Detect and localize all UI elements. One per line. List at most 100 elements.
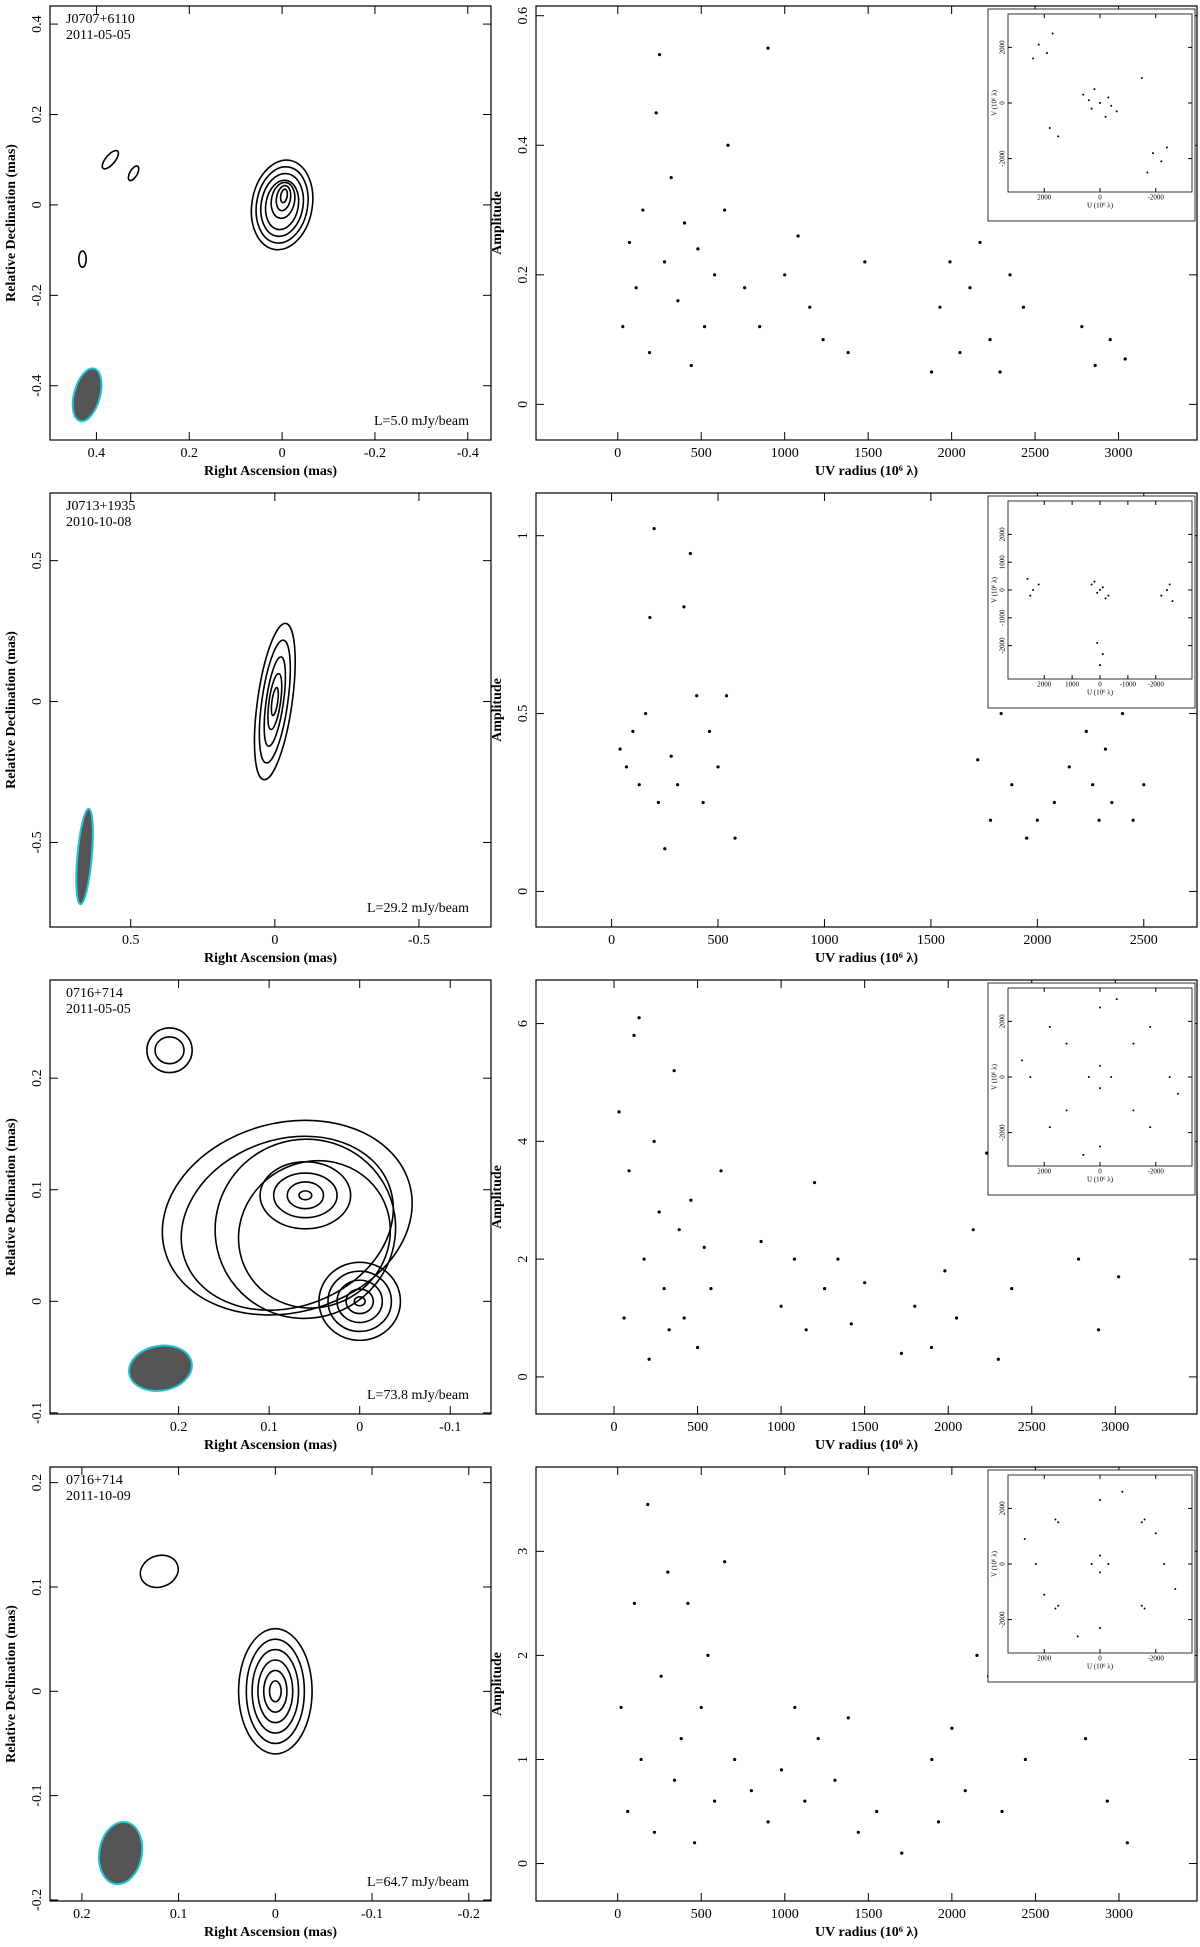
uv-point	[632, 1601, 637, 1605]
uv-point	[659, 1674, 663, 1678]
uv-point	[1093, 580, 1096, 583]
y-axis-label: Amplitude	[490, 1165, 505, 1229]
uv-point	[1025, 836, 1029, 840]
x-tick-label: 500	[691, 1907, 712, 1922]
inset-frame	[1007, 1474, 1193, 1654]
uv-point	[648, 615, 652, 620]
uv-point	[1121, 1490, 1124, 1493]
uv-point	[1010, 783, 1014, 787]
uv-point	[863, 260, 867, 264]
uv-point	[950, 1726, 954, 1730]
uv-point	[699, 1705, 703, 1710]
uv-point	[713, 1799, 717, 1803]
uv-point	[706, 1653, 710, 1657]
x-axis-label: UV radius (10⁶ λ)	[815, 464, 918, 479]
uv-point	[1149, 1025, 1152, 1028]
uv-point	[971, 1228, 975, 1232]
y-tick-label: 2000	[999, 527, 1007, 542]
x-tick-label: 3000	[1101, 1420, 1129, 1435]
uv-point	[627, 1169, 631, 1173]
uv-point	[863, 1281, 867, 1285]
uv-point	[662, 260, 667, 264]
y-tick-label: -2000	[999, 1124, 1007, 1141]
uv-point	[1029, 1076, 1032, 1078]
uv-point	[1057, 135, 1060, 138]
uv-point	[707, 729, 712, 733]
uv-point	[702, 1245, 706, 1249]
uv-point	[1174, 1588, 1177, 1591]
uv-point	[822, 1286, 827, 1291]
uv-point	[688, 551, 692, 556]
x-tick-label: 0.1	[170, 1907, 188, 1922]
x-tick-label: 0	[614, 446, 621, 461]
y-tick-label: 0	[516, 888, 531, 895]
uv-point	[1087, 99, 1090, 102]
contour	[270, 181, 296, 220]
x-tick-label: -2000	[1148, 1655, 1165, 1663]
uv-point	[1143, 1607, 1146, 1610]
y-tick-label: 0	[30, 201, 45, 208]
x-tick-label: 0	[1098, 1655, 1102, 1663]
y-tick-label: 0	[516, 401, 531, 408]
uv-point	[1057, 1521, 1060, 1524]
uv-point	[1149, 1126, 1152, 1129]
uv-point	[975, 1653, 979, 1657]
uv-point	[1096, 641, 1099, 644]
contour	[263, 656, 287, 748]
x-tick-label: 1500	[854, 446, 882, 461]
y-tick-label: -0.2	[30, 284, 45, 306]
uv-point	[1099, 589, 1101, 591]
x-tick-label: 0.2	[73, 1907, 91, 1922]
y-tick-label: 2	[516, 1256, 531, 1263]
uv-point	[936, 1820, 941, 1824]
x-tick-label: 2500	[1130, 933, 1158, 948]
uv-point	[976, 758, 980, 762]
uv-point	[1099, 1087, 1101, 1090]
y-axis-label: Amplitude	[490, 1652, 505, 1716]
uv-point	[1140, 1521, 1143, 1524]
uv-point	[1101, 652, 1104, 655]
x-tick-label: 1500	[851, 1420, 879, 1435]
uv-point	[875, 1809, 879, 1814]
x-tick-label: 3000	[1105, 1907, 1133, 1922]
uv-point	[667, 1328, 671, 1332]
uv-point	[1140, 76, 1143, 79]
uv-point	[1048, 1126, 1051, 1129]
uv-point	[1054, 1607, 1057, 1610]
y-tick-label: -0.4	[30, 375, 45, 397]
y-axis-label: Relative Declination (mas)	[4, 1118, 19, 1276]
uv-point	[954, 1316, 959, 1320]
uv-point	[1096, 591, 1099, 594]
contour	[255, 166, 309, 244]
contour	[127, 165, 140, 182]
y-tick-label: 0.4	[30, 15, 45, 33]
uv-point	[1099, 1145, 1101, 1148]
uv-point	[1125, 1841, 1129, 1845]
x-tick-label: 0	[1098, 681, 1102, 689]
contour	[214, 1138, 397, 1320]
uv-point	[988, 337, 992, 342]
uv-point	[1099, 1554, 1101, 1557]
uv-point	[749, 1789, 753, 1793]
uv-point	[702, 325, 707, 329]
uv-point	[621, 325, 625, 329]
uv-point	[1099, 1499, 1101, 1502]
x-tick-label: 2500	[1021, 1907, 1049, 1922]
x-tick-label: 0.5	[122, 933, 140, 948]
uv-point	[1099, 1064, 1101, 1067]
uv-point	[804, 1328, 808, 1332]
uv-point	[743, 286, 747, 290]
uv-point	[846, 1716, 850, 1720]
uv-point	[1099, 102, 1101, 104]
uv-point	[779, 1768, 784, 1772]
uv-point	[856, 1830, 860, 1834]
y-axis-label: V (10⁶ λ)	[991, 576, 999, 603]
x-tick-label: 1000	[767, 1420, 795, 1435]
uv-point	[1057, 1604, 1060, 1607]
uv-point	[958, 350, 962, 355]
contour-level: L=73.8 mJy/beam	[367, 1388, 469, 1403]
uv-point	[759, 1239, 763, 1244]
uv-point	[929, 1345, 934, 1350]
y-tick-label: -1000	[999, 609, 1007, 626]
uv-point	[766, 1820, 770, 1824]
